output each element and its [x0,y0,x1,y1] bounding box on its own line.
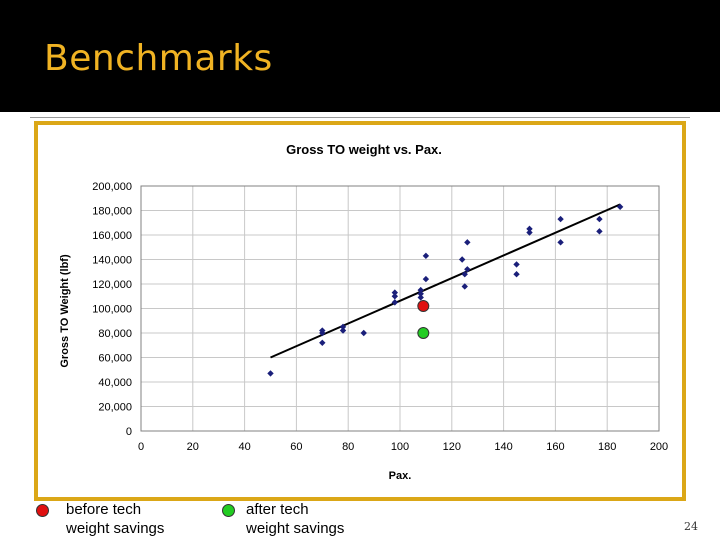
y-tick-label: 140,000 [92,255,132,267]
plot-border [140,185,660,432]
legend-label-before-line1: before tech [66,501,142,518]
y-tick-label: 60,000 [98,353,132,365]
x-tick-label: 20 [187,441,199,453]
page-number: 24 [684,520,698,533]
data-point [339,327,347,334]
y-tick-label: 80,000 [98,328,132,340]
after-savings-point [417,327,430,339]
x-tick-label: 120 [443,441,461,453]
data-point [526,229,533,236]
y-tick-label: 40,000 [98,377,132,389]
header-divider [30,117,690,118]
x-tick-label: 160 [546,441,564,453]
x-tick-label: 60 [290,441,302,453]
y-tick-label: 120,000 [92,279,132,291]
data-point [417,294,424,301]
x-tick-label: 100 [391,441,409,453]
data-point [391,293,399,300]
x-tick-label: 0 [138,441,144,453]
data-point [339,323,347,331]
data-point [526,225,533,233]
data-point [616,203,624,211]
x-tick-label: 140 [494,441,512,453]
data-point [267,370,274,377]
legend-marker-before [36,504,49,517]
legend-label-after-line2: weight savings [246,520,345,537]
data-point [596,215,603,223]
data-point [417,286,424,294]
data-point [461,283,468,290]
x-tick-label: 180 [598,441,616,453]
chart-frame: Gross TO weight vs. Pax. Pax. Gross TO W… [34,121,686,501]
data-point [360,329,367,337]
data-point [513,261,520,268]
y-tick-label: 20,000 [98,402,132,414]
data-point [422,252,430,260]
data-point [557,239,564,246]
legend-label-after-line1: after tech [246,501,309,518]
slide-header: Benchmarks [0,0,720,112]
data-point [391,289,399,296]
data-point [464,266,471,273]
data-point [461,271,468,278]
data-point [513,271,520,278]
x-tick-label: 80 [342,441,354,453]
data-point [557,215,564,223]
data-point [319,327,326,334]
data-point [596,228,603,235]
plot-area: 0 20 40 60 80 100 120 140 160 180 200 0 20,000 40,000… [92,181,668,453]
before-savings-point [417,300,430,313]
chart-title: Gross TO weight vs. Pax. [286,142,442,157]
data-point [417,290,424,297]
x-axis-label: Pax. [389,470,412,482]
y-axis-label: Gross TO Weight (lbf) [59,254,71,368]
scatter-chart: Gross TO weight vs. Pax. Pax. Gross TO W… [59,142,668,482]
y-tick-label: 160,000 [92,230,132,242]
legend-marker-after [222,504,235,517]
y-tick-label: 0 [126,426,132,438]
x-tick-label: 200 [650,441,668,453]
data-point [319,339,326,346]
data-point [464,239,471,246]
y-tick-label: 100,000 [92,304,132,316]
y-tick-label: 180,000 [92,206,132,218]
data-point [422,275,430,283]
y-tick-label: 200,000 [92,181,132,193]
slide-title: Benchmarks [44,38,273,79]
data-point [391,299,399,306]
trend-line [270,203,621,359]
legend-label-before-line2: weight savings [66,520,165,537]
x-tick-label: 40 [238,441,250,453]
data-point [458,256,466,263]
